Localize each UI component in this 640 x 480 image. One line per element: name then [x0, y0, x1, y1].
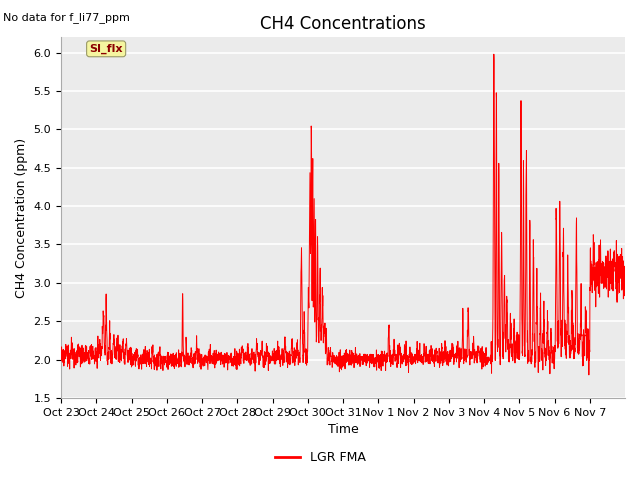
Y-axis label: CH4 Concentration (ppm): CH4 Concentration (ppm): [15, 138, 28, 298]
Title: CH4 Concentrations: CH4 Concentrations: [260, 15, 426, 33]
Text: SI_flx: SI_flx: [90, 44, 123, 54]
X-axis label: Time: Time: [328, 423, 358, 436]
Legend: LGR FMA: LGR FMA: [269, 446, 371, 469]
Text: No data for f_li77_ppm: No data for f_li77_ppm: [3, 12, 130, 23]
